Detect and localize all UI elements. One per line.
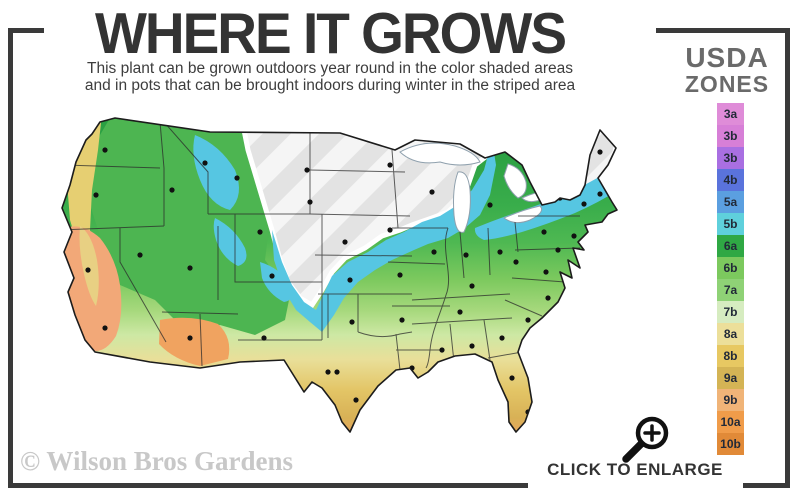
legend-zone-list: 3a 3b 3b 4b 5a 5b 6a 6b 7a 7b 8a 8b 9a 9b 10a 10b [717,103,744,455]
legend-zone-swatch: 3b [717,147,744,169]
legend-zone-swatch: 10b [717,433,744,455]
legend-zone-swatch: 8b [717,345,744,367]
us-outline [61,117,618,433]
legend-zone-swatch: 6b [717,257,744,279]
legend-zone-swatch: 7b [717,301,744,323]
page-title: WHERE IT GROWS [94,1,567,66]
frame-top-left-tick [8,28,44,33]
legend-zone-label: 4b [723,173,738,187]
legend-zone-swatch: 5b [717,213,744,235]
legend-title-zones: ZONES [684,71,770,97]
legend-zone-label: 7b [723,305,738,319]
usda-zone-map[interactable] [60,110,618,458]
legend-zone-label: 8b [723,349,738,363]
legend-zone-swatch: 3b [717,125,744,147]
legend-zone-swatch: 10a [717,411,744,433]
map-fill-layers [62,118,617,432]
legend-zone-swatch: 4b [717,169,744,191]
legend-zone-label: 6a [723,239,738,253]
frame-top-right-edge [656,28,790,33]
frame-bottom-left-edge [8,483,528,488]
legend-zone-label: 3a [723,107,738,121]
legend-zone-swatch: 7a [717,279,744,301]
legend-zone-label: 3b [723,129,738,143]
legend-zone-swatch: 5a [717,191,744,213]
legend-zone-label: 9a [723,371,738,385]
legend-zone-label: 3b [723,151,738,165]
legend-zone-swatch: 3a [717,103,744,125]
legend-zone-label: 5a [723,195,738,209]
click-to-enlarge-label[interactable]: CLICK TO ENLARGE [547,460,723,479]
legend-zone-label: 8a [723,327,738,341]
frame-bottom-right-tick [743,483,790,488]
legend-title-usda: USDA [685,42,769,73]
page-subtitle: This plant can be grown outdoors year ro… [25,60,635,94]
legend-zone-swatch: 9a [717,367,744,389]
legend-zone-swatch: 8a [717,323,744,345]
subtitle-line-1: This plant can be grown outdoors year ro… [87,60,573,77]
legend-zone-label: 10a [720,415,741,429]
legend-zone-label: 7a [723,283,738,297]
subtitle-line-2: and in pots that can be brought indoors … [84,77,576,94]
magnifier-plus-icon[interactable] [616,407,678,465]
frame-right-edge [785,28,790,488]
legend-zone-swatch: 6a [717,235,744,257]
frame-left-edge [8,28,13,488]
watermark: © Wilson Bros Gardens [20,446,293,476]
legend-zone-label: 6b [723,261,738,275]
legend-zone-label: 10b [720,437,741,451]
usda-zones-legend-title: USDA ZONES [664,42,790,97]
legend-zone-label: 9b [723,393,738,407]
legend-zone-swatch: 9b [717,389,744,411]
legend-zone-label: 5b [723,217,738,231]
